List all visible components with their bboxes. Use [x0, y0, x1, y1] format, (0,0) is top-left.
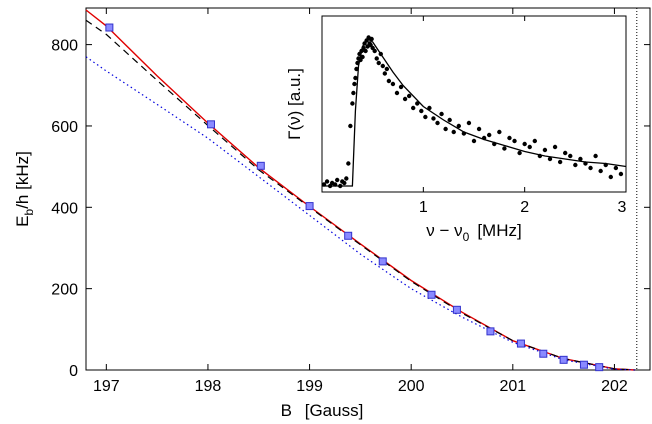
- data-point: [540, 350, 547, 357]
- inset-point: [553, 145, 557, 149]
- inset-point: [439, 112, 443, 116]
- inset-x-label-unit: [MHz]: [477, 221, 521, 240]
- inset-point: [497, 130, 501, 134]
- inset-point: [350, 101, 354, 105]
- data-point: [345, 232, 352, 239]
- data-point: [379, 258, 386, 265]
- x-tick-label: 197: [93, 378, 120, 395]
- inset-point: [375, 56, 379, 60]
- inset-point: [377, 61, 381, 65]
- x-axis-label-main: B: [281, 401, 292, 420]
- inset-point: [411, 106, 415, 110]
- inset-y-label: Γ(ν) [a.u.]: [285, 68, 304, 140]
- inset-point: [568, 154, 572, 158]
- inset-point: [325, 179, 329, 183]
- x-tick-label: 198: [195, 378, 222, 395]
- inset-x-tick-label: 2: [520, 199, 529, 216]
- inset-point: [419, 109, 423, 113]
- inset-point: [443, 127, 447, 131]
- inset-point: [543, 148, 547, 152]
- inset-point: [395, 91, 399, 95]
- inset-point: [528, 145, 532, 149]
- inset-x-label-main: ν − ν: [426, 221, 462, 240]
- inset-point: [619, 172, 623, 176]
- x-tick-label: 202: [601, 378, 628, 395]
- y-tick-label: 600: [51, 119, 78, 136]
- y-tick-label: 800: [51, 38, 78, 55]
- inset-point: [598, 169, 602, 173]
- inset-point: [447, 118, 451, 122]
- inset-point: [477, 127, 481, 131]
- inset-point: [344, 176, 348, 180]
- x-axis-label-unit: [Gauss]: [305, 401, 364, 420]
- inset-point: [558, 160, 562, 164]
- inset-point: [391, 82, 395, 86]
- inset-point: [517, 151, 521, 155]
- inset-point: [346, 161, 350, 165]
- inset-point: [609, 175, 613, 179]
- x-tick-label: 200: [398, 378, 425, 395]
- inset-point: [472, 139, 476, 143]
- inset-point: [614, 166, 618, 170]
- inset-x-tick-label: 3: [618, 199, 627, 216]
- inset-point: [352, 82, 356, 86]
- y-tick-label: 0: [69, 363, 78, 380]
- y-axis-label: Eb/h [kHz]: [13, 151, 36, 227]
- data-point: [428, 291, 435, 298]
- inset-point: [335, 178, 339, 182]
- inset-point: [407, 94, 411, 98]
- inset-point: [351, 91, 355, 95]
- inset-point: [381, 64, 385, 68]
- inset-point: [533, 139, 537, 143]
- inset-point: [387, 79, 391, 83]
- data-point: [517, 340, 524, 347]
- inset-point: [431, 116, 435, 120]
- data-point: [487, 328, 494, 335]
- y-tick-label: 400: [51, 200, 78, 217]
- inset-point: [522, 142, 526, 146]
- inset-point: [467, 121, 471, 125]
- inset-point: [348, 124, 352, 128]
- inset-x-label-sub: 0: [463, 230, 470, 244]
- y-tick-label: 200: [51, 282, 78, 299]
- inset-point: [502, 146, 506, 150]
- x-axis-label: B [Gauss]: [281, 401, 364, 420]
- inset-point: [507, 136, 511, 140]
- inset-point: [512, 139, 516, 143]
- inset-point: [383, 71, 387, 75]
- data-point: [207, 121, 214, 128]
- inset-point: [372, 49, 376, 53]
- inset-point: [423, 115, 427, 119]
- data-point: [106, 24, 113, 31]
- y-axis-label-rest: /h [kHz]: [13, 151, 32, 209]
- inset-point: [487, 133, 491, 137]
- y-axis-label-main: E: [13, 215, 32, 226]
- inset-point: [403, 97, 407, 101]
- inset-x-label: ν − ν0 [MHz]: [426, 221, 521, 244]
- inset-point: [573, 163, 577, 167]
- x-tick-label: 201: [499, 378, 526, 395]
- inset-point: [342, 181, 346, 185]
- inset-point: [385, 67, 389, 71]
- inset-point: [452, 130, 456, 134]
- data-point: [560, 356, 567, 363]
- data-point: [257, 162, 264, 169]
- data-point: [596, 364, 603, 371]
- inset-point: [563, 151, 567, 155]
- data-point: [306, 203, 313, 210]
- data-point: [580, 361, 587, 368]
- x-tick-label: 199: [296, 378, 323, 395]
- inset-point: [435, 121, 439, 125]
- inset-point: [363, 49, 367, 53]
- inset-point: [588, 166, 592, 170]
- inset-point: [593, 154, 597, 158]
- data-point: [453, 306, 460, 313]
- inset-x-tick-label: 1: [419, 199, 428, 216]
- inset-plot: 1 2 3: [322, 16, 627, 216]
